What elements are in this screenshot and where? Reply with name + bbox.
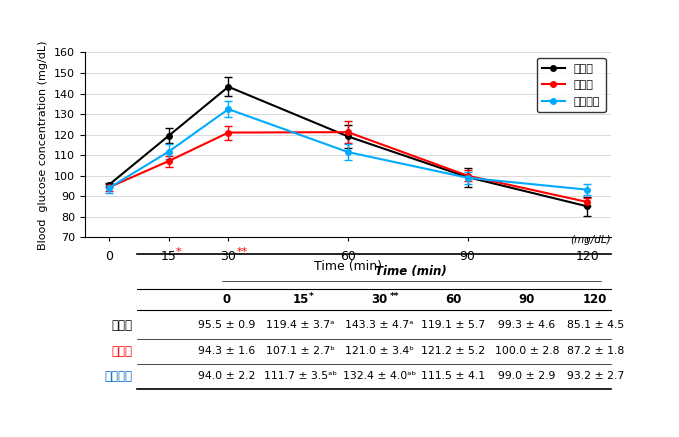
Text: 111.7 ± 3.5ᵃᵇ: 111.7 ± 3.5ᵃᵇ bbox=[264, 371, 337, 382]
Text: 30: 30 bbox=[221, 250, 236, 263]
Text: 90: 90 bbox=[460, 250, 475, 263]
Text: 30: 30 bbox=[371, 293, 388, 306]
Text: **: ** bbox=[237, 247, 249, 257]
Text: *: * bbox=[308, 291, 313, 301]
Text: 99.0 ± 2.9: 99.0 ± 2.9 bbox=[498, 371, 555, 382]
Text: 94.3 ± 1.6: 94.3 ± 1.6 bbox=[198, 347, 255, 357]
Text: 85.1 ± 4.5: 85.1 ± 4.5 bbox=[567, 320, 624, 330]
Text: 0: 0 bbox=[223, 293, 231, 306]
Text: 121.0 ± 3.4ᵇ: 121.0 ± 3.4ᵇ bbox=[345, 347, 414, 357]
Text: 15: 15 bbox=[293, 293, 309, 306]
Text: 0: 0 bbox=[105, 250, 113, 263]
Legend: 포도당, 찹쌀밥, 찹쌀경단: 포도당, 찹쌀밥, 찹쌀경단 bbox=[537, 58, 606, 112]
Text: 95.5 ± 0.9: 95.5 ± 0.9 bbox=[198, 320, 255, 330]
Text: 60: 60 bbox=[445, 293, 462, 306]
Text: 찹쌀밥: 찹쌀밥 bbox=[111, 345, 132, 358]
Text: 포도당: 포도당 bbox=[111, 319, 132, 332]
Text: 132.4 ± 4.0ᵃᵇ: 132.4 ± 4.0ᵃᵇ bbox=[343, 371, 416, 382]
Text: 143.3 ± 4.7ᵃ: 143.3 ± 4.7ᵃ bbox=[346, 320, 414, 330]
Text: **: ** bbox=[390, 291, 399, 301]
Text: 99.3 ± 4.6: 99.3 ± 4.6 bbox=[498, 320, 555, 330]
Text: 15: 15 bbox=[161, 250, 177, 263]
Text: 111.5 ± 4.1: 111.5 ± 4.1 bbox=[421, 371, 485, 382]
Text: 90: 90 bbox=[519, 293, 535, 306]
Y-axis label: Blood  glucose concentration (mg/dL): Blood glucose concentration (mg/dL) bbox=[39, 40, 48, 250]
Text: 100.0 ± 2.8: 100.0 ± 2.8 bbox=[495, 347, 559, 357]
Text: *: * bbox=[176, 247, 181, 257]
Text: 찹쌀경단: 찹쌀경단 bbox=[105, 370, 132, 383]
Text: 120: 120 bbox=[575, 250, 599, 263]
Text: (mg/dL): (mg/dL) bbox=[570, 235, 611, 245]
Text: 119.1 ± 5.7: 119.1 ± 5.7 bbox=[421, 320, 485, 330]
Text: 94.0 ± 2.2: 94.0 ± 2.2 bbox=[198, 371, 255, 382]
Text: 93.2 ± 2.7: 93.2 ± 2.7 bbox=[567, 371, 624, 382]
Text: 121.2 ± 5.2: 121.2 ± 5.2 bbox=[421, 347, 485, 357]
Text: 120: 120 bbox=[583, 293, 608, 306]
X-axis label: Time (min): Time (min) bbox=[314, 260, 382, 273]
Text: Time (min): Time (min) bbox=[375, 265, 447, 278]
Text: 119.4 ± 3.7ᵃ: 119.4 ± 3.7ᵃ bbox=[266, 320, 335, 330]
Text: 87.2 ± 1.8: 87.2 ± 1.8 bbox=[567, 347, 624, 357]
Text: 107.1 ± 2.7ᵇ: 107.1 ± 2.7ᵇ bbox=[266, 347, 335, 357]
Text: 60: 60 bbox=[340, 250, 356, 263]
